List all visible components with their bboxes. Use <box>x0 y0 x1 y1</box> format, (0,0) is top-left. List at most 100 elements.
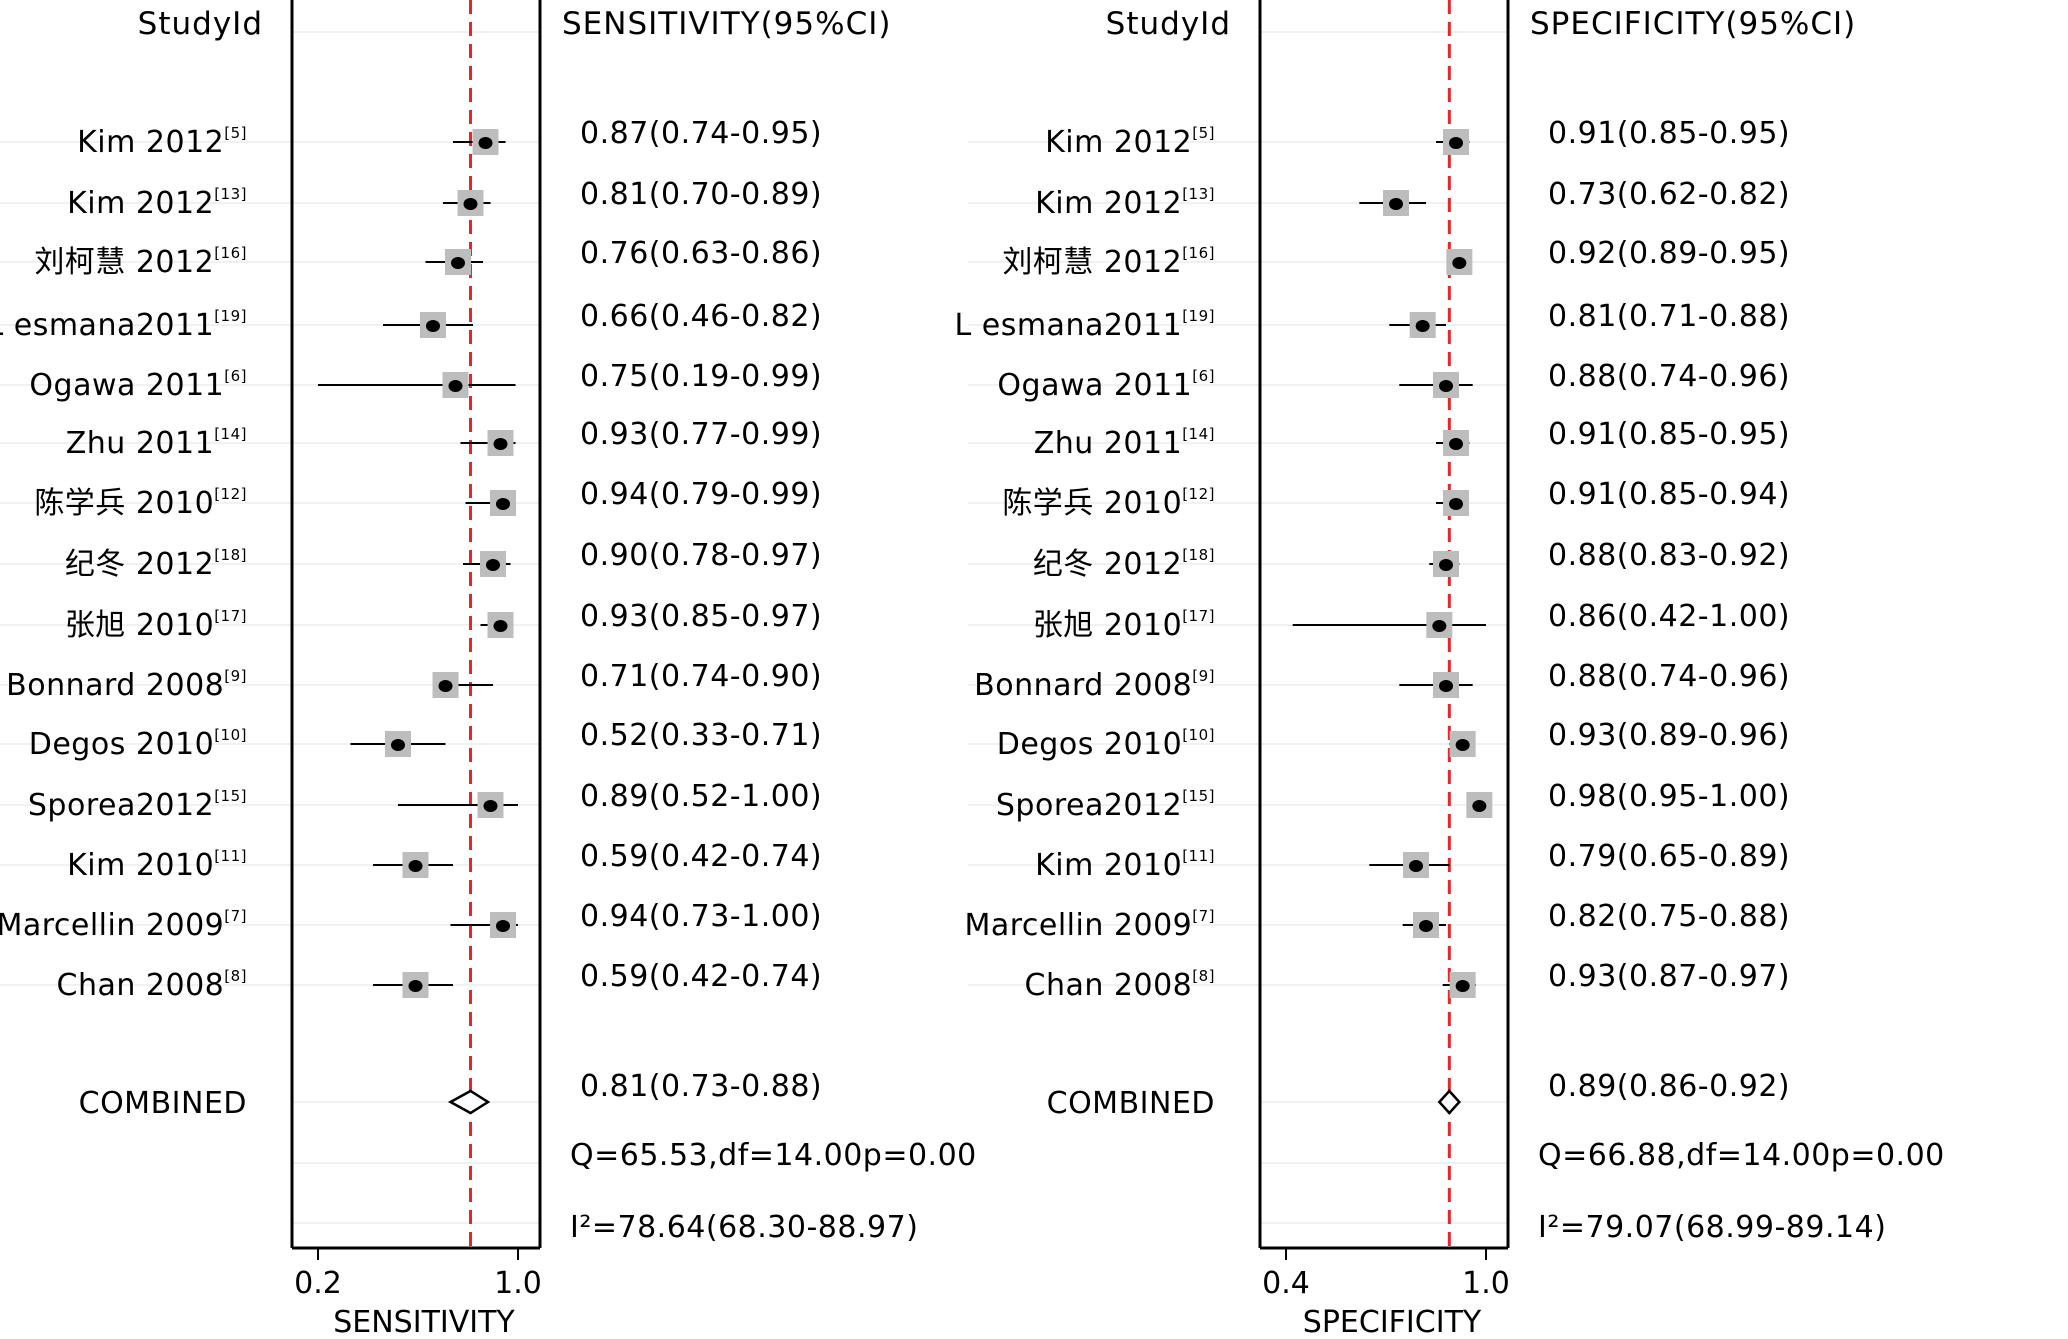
study-reference: [19] <box>214 307 247 325</box>
x-tick-label: 0.4 <box>1262 1266 1310 1301</box>
point-estimate <box>493 620 508 632</box>
combined-estimate-text: 0.89(0.86-0.92) <box>1548 1069 1790 1104</box>
estimate-ci-text: 0.52(0.33-0.71) <box>580 718 822 753</box>
estimate-ci-text: 0.92(0.89-0.95) <box>1548 236 1790 271</box>
study-reference: [12] <box>1182 485 1215 503</box>
study-reference: [7] <box>224 907 247 925</box>
study-label: 张旭 2010[17] <box>65 607 247 643</box>
heterogeneity-i2-text: I²=79.07(68.99-89.14) <box>1538 1210 1886 1245</box>
study-name: 陈学兵 2010 <box>1002 486 1182 521</box>
study-reference: [9] <box>1192 667 1215 685</box>
estimate-ci-text: 0.87(0.74-0.95) <box>580 116 822 151</box>
study-reference: [17] <box>214 607 247 625</box>
estimate-ci-text: 0.89(0.52-1.00) <box>580 779 822 814</box>
point-estimate <box>426 320 440 332</box>
study-reference: [6] <box>1192 367 1215 385</box>
study-label: 陈学兵 2010[12] <box>34 485 247 521</box>
x-tick-label: 0.2 <box>294 1266 342 1301</box>
point-estimate <box>1449 137 1463 149</box>
estimate-ci-text: 0.76(0.63-0.86) <box>580 236 822 271</box>
study-label: Zhu 2011[14] <box>1034 425 1215 461</box>
estimate-ci-text: 0.79(0.65-0.89) <box>1548 839 1790 874</box>
point-estimate <box>391 739 405 751</box>
study-reference: [7] <box>1192 907 1215 925</box>
estimate-ci-text: 0.88(0.83-0.92) <box>1548 538 1790 573</box>
point-estimate <box>478 137 493 149</box>
estimate-ci-text: 0.98(0.95-1.00) <box>1548 779 1790 814</box>
estimate-ci-text: 0.82(0.75-0.88) <box>1548 899 1790 934</box>
study-name: Zhu 2011 <box>66 426 214 461</box>
point-estimate <box>408 980 423 992</box>
value-column-header: SENSITIVITY(95%CI) <box>562 6 891 42</box>
study-label: 陈学兵 2010[12] <box>1002 485 1215 521</box>
study-reference: [6] <box>224 367 247 385</box>
study-name: 陈学兵 2010 <box>34 486 214 521</box>
estimate-ci-text: 0.66(0.46-0.82) <box>580 299 822 334</box>
study-reference: [13] <box>214 185 247 203</box>
point-estimate <box>1439 559 1453 571</box>
study-label: Zhu 2011[14] <box>66 425 247 461</box>
point-estimate <box>1449 438 1463 450</box>
point-estimate <box>1415 320 1430 332</box>
point-estimate <box>1472 800 1487 812</box>
study-label: Degos 2010[10] <box>29 726 247 762</box>
point-estimate <box>1452 257 1467 269</box>
study-reference: [14] <box>1182 425 1215 443</box>
study-name: Kim 2010 <box>1035 848 1182 883</box>
point-estimate <box>483 800 498 812</box>
study-label: Sporea2012[15] <box>996 787 1215 823</box>
study-reference: [18] <box>1182 546 1215 564</box>
estimate-ci-text: 0.91(0.85-0.95) <box>1548 116 1790 151</box>
value-column-header: SPECIFICITY(95%CI) <box>1530 6 1856 42</box>
study-name: Degos 2010 <box>29 727 214 762</box>
study-name: 刘柯慧 2012 <box>1002 245 1182 280</box>
study-reference: [5] <box>224 124 247 142</box>
point-estimate <box>496 498 510 510</box>
estimate-ci-text: 0.59(0.42-0.74) <box>580 959 822 994</box>
study-reference: [16] <box>214 244 247 262</box>
study-label: Ogawa 2011[6] <box>997 367 1215 403</box>
study-label: Kim 2010[11] <box>1035 847 1215 883</box>
study-reference: [11] <box>1182 847 1215 865</box>
study-column-header: StudyId <box>138 6 263 42</box>
heterogeneity-i2-text: I²=78.64(68.30-88.97) <box>570 1210 918 1245</box>
estimate-ci-text: 0.88(0.74-0.96) <box>1548 659 1790 694</box>
estimate-ci-text: 0.88(0.74-0.96) <box>1548 359 1790 394</box>
point-estimate <box>1439 380 1453 392</box>
panel-sensitivity: 0.2 1.0 SENSITIVITY StudyId SENSITIVITY(95%C… <box>0 0 976 1339</box>
study-label: Ogawa 2011[6] <box>29 367 247 403</box>
study-label: Chan 2008[8] <box>57 967 248 1003</box>
x-axis-title: SENSITIVITY <box>333 1305 515 1339</box>
study-name: Chan 2008 <box>1025 968 1193 1003</box>
study-reference: [15] <box>214 787 247 805</box>
study-name: Kim 2010 <box>67 848 214 883</box>
study-reference: [13] <box>1182 185 1215 203</box>
point-estimate <box>1439 680 1453 692</box>
study-label: L esmana2011[19] <box>0 307 247 343</box>
point-estimate <box>486 559 500 571</box>
study-label: Bonnard 2008[9] <box>6 667 247 703</box>
study-label: Kim 2012[5] <box>1045 124 1215 160</box>
x-tick-label: 1.0 <box>494 1266 542 1301</box>
study-name: Marcellin 2009 <box>964 908 1192 943</box>
point-estimate <box>451 257 465 269</box>
point-estimate <box>408 860 423 872</box>
estimate-ci-text: 0.71(0.74-0.90) <box>580 659 822 694</box>
study-reference: [12] <box>214 485 247 503</box>
estimate-ci-text: 0.59(0.42-0.74) <box>580 839 822 874</box>
study-name: Ogawa 2011 <box>29 368 224 403</box>
study-name: Marcellin 2009 <box>0 908 224 943</box>
estimate-ci-text: 0.94(0.73-1.00) <box>580 899 822 934</box>
study-label: Marcellin 2009[7] <box>0 907 247 943</box>
estimate-ci-text: 0.73(0.62-0.82) <box>1548 177 1790 212</box>
study-column-header: StudyId <box>1106 6 1231 42</box>
x-tick-label: 1.0 <box>1462 1266 1510 1301</box>
combined-label: COMBINED <box>79 1086 247 1121</box>
study-label: L esmana2011[19] <box>955 307 1216 343</box>
point-estimate <box>1449 498 1463 510</box>
study-reference: [8] <box>224 967 247 985</box>
estimate-ci-text: 0.94(0.79-0.99) <box>580 477 822 512</box>
study-name: Kim 2012 <box>67 186 214 221</box>
estimate-ci-text: 0.91(0.85-0.94) <box>1548 477 1790 512</box>
